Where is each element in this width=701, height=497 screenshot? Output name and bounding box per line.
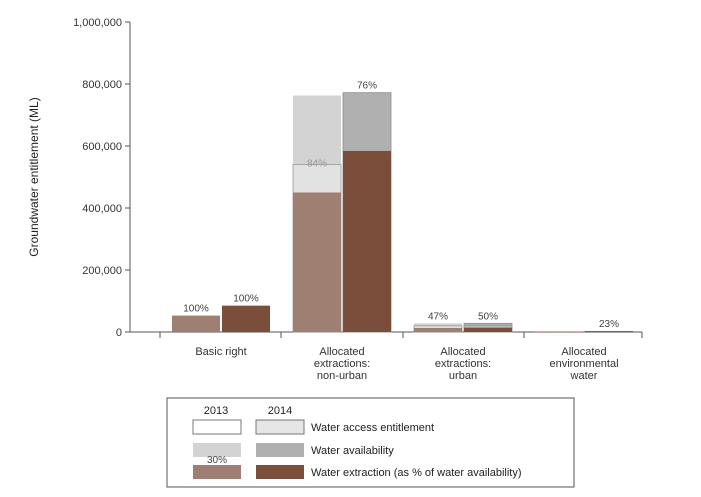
bar-extraction-2013 <box>535 331 583 333</box>
percent-label-2013: 47% <box>428 311 448 322</box>
y-axis-label: Groundwater entitlement (ML) <box>27 97 41 256</box>
legend-swatch-2013-extraction <box>193 465 241 479</box>
percent-label-2014: 100% <box>233 294 259 305</box>
y-tick-label: 0 <box>116 327 122 339</box>
legend-swatch-2013-availability <box>193 443 241 457</box>
bar-extraction-2013 <box>172 315 220 332</box>
legend-swatch-2014-entitlement <box>255 419 305 435</box>
y-tick-label: 1,000,000 <box>73 17 122 29</box>
bar-availability-2013 <box>414 323 462 332</box>
y-tick-label: 800,000 <box>82 79 122 91</box>
legend-swatch-2014-extraction <box>256 465 304 479</box>
legend-entry-entitlement: Water access entitlement <box>311 422 434 434</box>
category-label: Allocated environmental water <box>549 346 618 382</box>
percent-label-2013: 84% <box>307 159 327 170</box>
legend-swatch-2014-availability <box>256 443 304 457</box>
chart-labels: 100% 100% Basic right 84% 76% Allocated extrac… <box>183 81 619 382</box>
bar-extraction-2013 <box>293 192 341 332</box>
category-label: Allocated extractions: non-urban <box>314 346 370 382</box>
percent-label-2014: 23% <box>599 319 619 330</box>
bar-extraction-2014 <box>343 150 391 332</box>
bar-extraction-2013 <box>414 327 462 332</box>
percent-label-2014: 50% <box>478 311 498 322</box>
category-label: Allocated extractions: urban <box>435 346 491 382</box>
legend-entry-extraction: Water extraction (as % of water availabi… <box>311 467 522 479</box>
legend-entry-availability: Water availability <box>311 445 394 457</box>
percent-label-2014: 76% <box>357 81 377 92</box>
bar-extraction-2014 <box>464 327 512 332</box>
y-tick-label: 200,000 <box>82 265 122 277</box>
y-tick-label: 600,000 <box>82 141 122 153</box>
bar-extraction-2014 <box>585 331 633 333</box>
legend: 2013 2014 Water access entitlement Water av… <box>166 397 575 488</box>
category-label: Basic right <box>195 346 246 358</box>
legend-sample-percent: 30% <box>207 455 227 466</box>
legend-swatch-2013-entitlement <box>192 419 242 435</box>
chart-axes: 0 200,000 400,000 600,000 800,000 1,000,000 <box>73 17 643 339</box>
bar-extraction-2014 <box>222 305 270 332</box>
percent-label-2013: 100% <box>183 304 209 315</box>
legend-year-2014: 2014 <box>268 405 292 417</box>
chart-bars <box>172 92 633 333</box>
legend-year-2013: 2013 <box>204 405 228 417</box>
y-tick-label: 400,000 <box>82 203 122 215</box>
